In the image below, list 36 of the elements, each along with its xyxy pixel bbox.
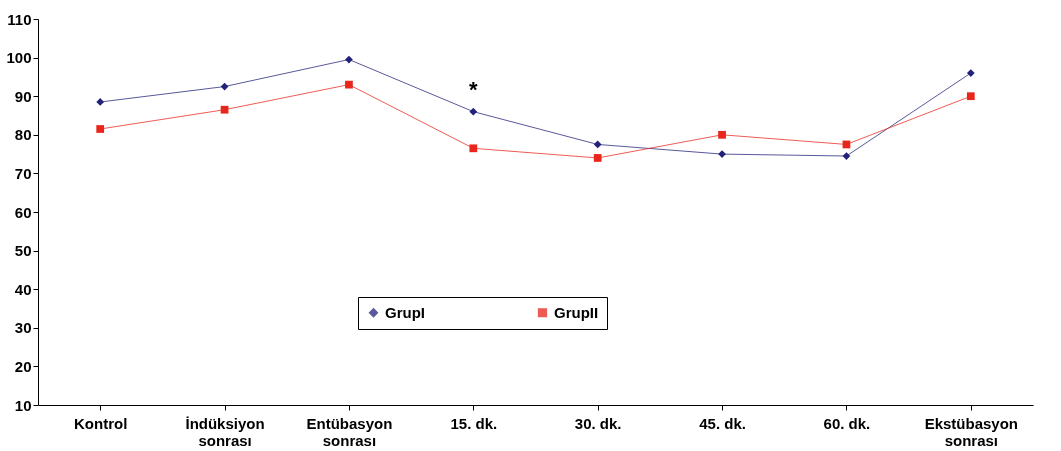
x-tick-label: 45. dk. <box>699 414 746 432</box>
y-tick-label: 40 <box>14 280 32 298</box>
point <box>345 55 353 64</box>
x-tick-label: 15. dk. <box>450 414 498 432</box>
point <box>966 92 975 101</box>
y-tick-label: 20 <box>14 357 32 375</box>
y-tick-label: 90 <box>14 87 32 105</box>
point <box>593 140 602 149</box>
x-tick-label: 30. dk. <box>574 414 622 432</box>
x-tick-label: 60. dk. <box>823 414 871 432</box>
point <box>593 154 602 162</box>
y-tick-label: 10 <box>14 396 32 414</box>
y-tick-label: 50 <box>14 242 32 260</box>
x-tick-label: İndüksiyon sonrası <box>185 414 265 449</box>
point <box>96 125 105 133</box>
point <box>966 69 975 77</box>
point <box>469 107 478 116</box>
point <box>842 152 851 160</box>
legend-label: GrupI <box>385 303 425 321</box>
y-tick-label: 30 <box>14 319 32 337</box>
point <box>345 80 353 89</box>
annotation: * <box>469 76 479 102</box>
point <box>718 150 726 158</box>
point <box>96 98 105 106</box>
point <box>220 105 229 114</box>
x-tick-label: Kontrol <box>74 414 128 432</box>
x-tick-label: Ekstübasyon sonrası <box>924 414 1018 449</box>
y-tick-label: 60 <box>14 203 32 221</box>
x-tick-label: Entübasyon sonrası <box>306 414 393 449</box>
y-tick-label: 70 <box>14 164 32 182</box>
point <box>718 130 726 139</box>
legend-label: GrupII <box>554 303 599 321</box>
y-tick-label: 110 <box>7 10 32 28</box>
point <box>469 144 478 153</box>
y-tick-label: 80 <box>14 126 32 144</box>
y-tick-label: 100 <box>6 49 32 67</box>
